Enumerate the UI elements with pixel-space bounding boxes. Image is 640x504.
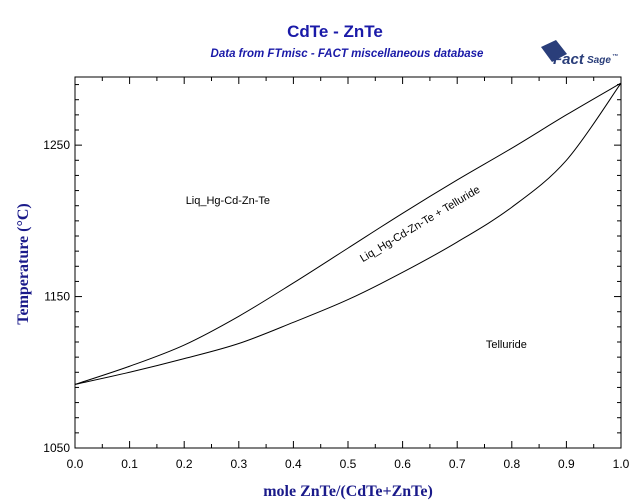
region-label: Liq_Hg-Cd-Zn-Te + Telluride [358,184,482,265]
plot-frame [74,76,622,449]
liquidus-line [74,82,622,385]
x-axis-label: mole ZnTe/(CdTe+ZnTe) [263,483,433,500]
x-tick-label: 0.0 [67,457,84,471]
x-tick-label: 0.1 [121,457,138,471]
chart-subtitle: Data from FTmisc - FACT miscellaneous da… [211,48,484,60]
solidus-line [74,82,622,385]
x-tick-label: 1.0 [613,457,630,471]
x-tick-label: 0.2 [176,457,193,471]
x-tick-label: 0.5 [340,457,357,471]
y-tick-label: 1150 [44,290,70,304]
region-label: Telluride [486,339,527,351]
x-tick-label: 0.9 [558,457,575,471]
phase-boundaries [74,82,622,385]
logo-text-sub: Sage [587,55,611,66]
x-tick-label: 0.8 [503,457,520,471]
y-axis-label: Temperature (°C) [15,203,32,324]
chart-title: CdTe - ZnTe [287,22,383,41]
x-axis: 0.0 0.1 0.2 0.3 0.4 0.5 0.6 0.7 0.8 0.9 1.0 [67,77,630,471]
x-tick-label: 0.3 [230,457,247,471]
region-labels: Liq_Hg-Cd-Zn-Te Liq_Hg-Cd-Zn-Te + Telluri… [186,184,527,351]
x-tick-label: 0.4 [285,457,302,471]
x-tick-label: 0.6 [394,457,411,471]
logo-text-main: Fact [553,51,585,68]
x-tick-label: 0.7 [449,457,466,471]
logo-trademark: ™ [612,53,618,60]
y-axis: 1050 1150 1250 [43,84,621,455]
y-tick-label: 1250 [43,138,70,152]
region-label: Liq_Hg-Cd-Zn-Te [186,195,270,207]
factsage-logo-mark-icon [541,40,567,62]
factsage-logo: Fact Sage ™ [541,40,618,68]
y-tick-label: 1050 [43,441,70,455]
